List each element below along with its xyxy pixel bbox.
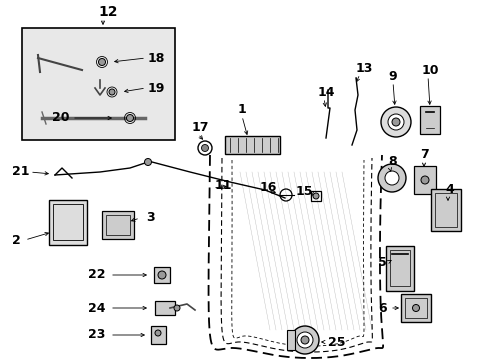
Circle shape xyxy=(144,158,151,166)
Text: 11: 11 xyxy=(215,180,232,193)
Text: 23: 23 xyxy=(88,328,105,342)
Circle shape xyxy=(296,332,312,348)
Text: 12: 12 xyxy=(98,5,117,19)
Circle shape xyxy=(312,193,318,199)
Text: 8: 8 xyxy=(387,156,396,168)
Text: 5: 5 xyxy=(377,256,386,269)
Circle shape xyxy=(109,89,115,95)
Circle shape xyxy=(98,58,105,66)
Bar xyxy=(286,330,294,350)
Bar xyxy=(430,189,460,231)
Text: 25: 25 xyxy=(327,336,345,348)
Bar xyxy=(389,250,409,286)
Text: 21: 21 xyxy=(12,166,29,179)
Bar xyxy=(53,204,83,240)
Bar xyxy=(106,215,130,235)
Circle shape xyxy=(412,305,419,311)
Circle shape xyxy=(377,164,405,192)
Text: 18: 18 xyxy=(148,51,165,64)
Text: 17: 17 xyxy=(192,121,209,135)
Text: 14: 14 xyxy=(317,85,335,99)
Text: 9: 9 xyxy=(387,69,396,82)
Bar xyxy=(434,193,456,227)
Text: 19: 19 xyxy=(148,81,165,94)
Circle shape xyxy=(380,107,410,137)
Text: 22: 22 xyxy=(88,269,105,282)
Circle shape xyxy=(391,118,399,126)
Circle shape xyxy=(155,330,161,336)
Bar xyxy=(419,106,439,134)
Bar xyxy=(404,298,426,318)
Bar xyxy=(413,166,435,194)
Bar xyxy=(155,301,175,315)
Circle shape xyxy=(174,305,180,311)
Text: 16: 16 xyxy=(260,181,277,194)
Bar xyxy=(400,294,430,322)
Circle shape xyxy=(126,114,133,122)
Bar xyxy=(49,199,87,244)
Circle shape xyxy=(387,114,403,130)
Bar xyxy=(385,246,413,291)
Text: 4: 4 xyxy=(444,184,453,197)
Circle shape xyxy=(301,336,308,344)
Text: 24: 24 xyxy=(88,301,105,315)
Circle shape xyxy=(290,326,318,354)
Bar xyxy=(102,211,134,239)
Text: 6: 6 xyxy=(377,301,386,315)
Circle shape xyxy=(420,176,428,184)
Text: 1: 1 xyxy=(238,104,246,117)
Text: 10: 10 xyxy=(421,63,439,77)
Text: 13: 13 xyxy=(355,62,373,75)
Bar xyxy=(224,136,279,154)
Circle shape xyxy=(201,144,208,152)
Text: 3: 3 xyxy=(146,211,155,225)
Bar xyxy=(154,267,170,283)
Text: 7: 7 xyxy=(419,148,428,162)
Text: 15: 15 xyxy=(295,185,313,198)
Bar xyxy=(150,326,165,344)
Bar xyxy=(22,28,175,140)
Circle shape xyxy=(158,271,165,279)
Text: 2: 2 xyxy=(12,234,20,247)
Bar xyxy=(310,191,320,201)
Text: 20: 20 xyxy=(52,112,69,125)
Circle shape xyxy=(384,171,398,185)
